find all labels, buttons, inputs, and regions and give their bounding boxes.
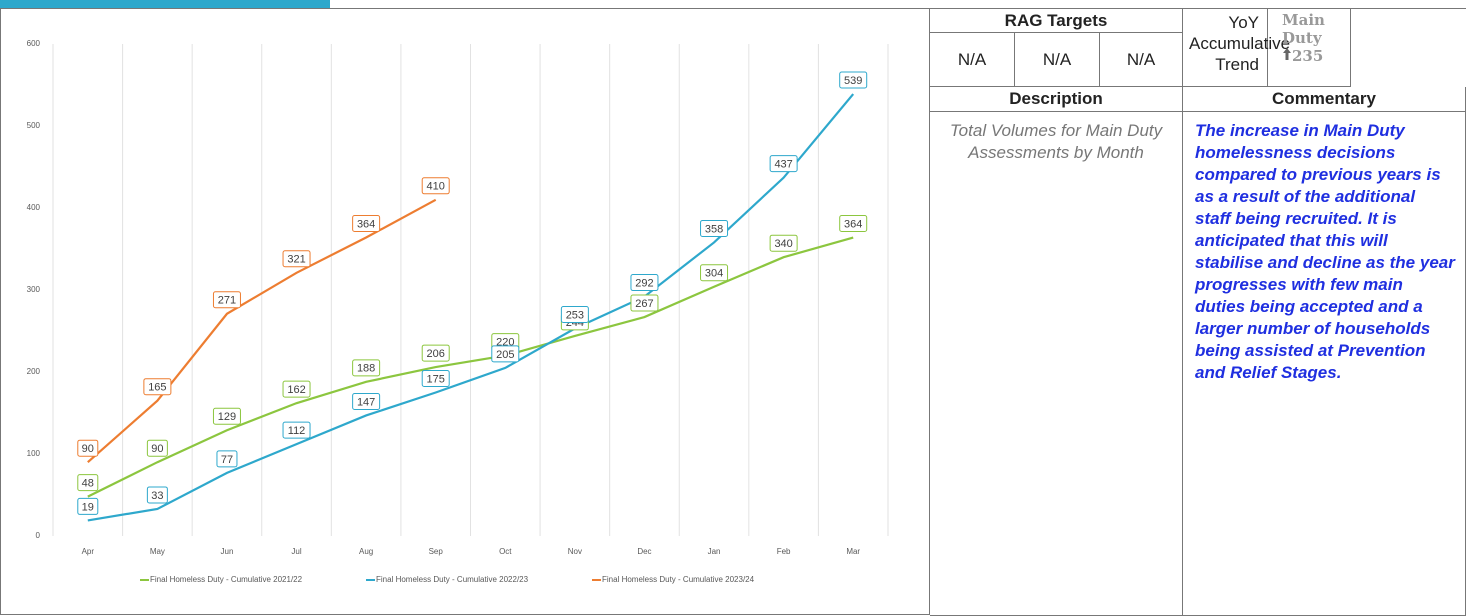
data-label: 304 bbox=[705, 268, 723, 280]
commentary-title: Commentary bbox=[1183, 87, 1466, 112]
data-label: 539 bbox=[844, 75, 862, 87]
rag-value: N/A bbox=[1100, 33, 1183, 87]
data-label-box bbox=[491, 345, 520, 363]
data-label: 165 bbox=[148, 382, 166, 394]
y-tick-label: 200 bbox=[27, 367, 41, 376]
x-tick-label: Oct bbox=[499, 547, 512, 556]
rag-title: RAG Targets bbox=[930, 9, 1183, 33]
data-label-box bbox=[282, 380, 311, 398]
data-label-box bbox=[352, 359, 381, 377]
data-label-box bbox=[560, 306, 589, 324]
data-label-box bbox=[700, 219, 729, 237]
data-label-box bbox=[352, 215, 381, 233]
data-label: 267 bbox=[635, 298, 653, 310]
data-label-box bbox=[77, 439, 99, 457]
trend-cell: Main Duty 235 bbox=[1268, 9, 1351, 87]
data-label: 205 bbox=[496, 349, 514, 361]
data-label-box bbox=[146, 439, 168, 457]
data-label: 188 bbox=[357, 363, 375, 375]
data-label: 162 bbox=[287, 384, 305, 396]
y-tick-label: 500 bbox=[27, 121, 41, 130]
data-label: 19 bbox=[82, 501, 94, 513]
legend-label: Final Homeless Duty - Cumulative 2022/23 bbox=[376, 575, 529, 584]
data-label-box bbox=[421, 344, 450, 362]
legend-label: Final Homeless Duty - Cumulative 2023/24 bbox=[602, 575, 755, 584]
data-label-box bbox=[421, 370, 450, 387]
data-label-box bbox=[282, 250, 311, 268]
data-label: 90 bbox=[82, 443, 94, 455]
up-arrow bbox=[1283, 48, 1291, 60]
data-label: 175 bbox=[427, 373, 445, 385]
data-label: 33 bbox=[151, 490, 163, 502]
data-label-box bbox=[769, 234, 798, 252]
data-label-box bbox=[216, 450, 238, 468]
trend-measure: Main Duty bbox=[1282, 11, 1325, 47]
data-label: 364 bbox=[844, 218, 862, 230]
data-label-box bbox=[146, 486, 168, 504]
header-accent bbox=[0, 0, 330, 8]
data-label-box bbox=[421, 177, 450, 195]
x-tick-label: Apr bbox=[82, 547, 95, 556]
data-label: 112 bbox=[288, 425, 306, 437]
data-label: 271 bbox=[218, 295, 236, 307]
x-tick-label: May bbox=[150, 547, 165, 556]
data-label-box bbox=[839, 215, 868, 233]
trend-label: YoY Accumulative Trend bbox=[1183, 9, 1290, 87]
rag-value: N/A bbox=[930, 33, 1015, 87]
data-label-box bbox=[630, 294, 659, 312]
data-label: 321 bbox=[287, 254, 305, 266]
x-tick-label: Dec bbox=[637, 547, 651, 556]
x-tick-label: Jul bbox=[291, 547, 301, 556]
data-label-box bbox=[77, 474, 99, 492]
data-label: 292 bbox=[635, 277, 653, 289]
x-tick-label: Aug bbox=[359, 547, 373, 556]
data-label: 206 bbox=[427, 348, 445, 360]
data-label: 253 bbox=[566, 309, 584, 321]
data-label-box bbox=[212, 407, 241, 425]
data-label: 48 bbox=[82, 478, 94, 490]
description-title: Description bbox=[930, 87, 1183, 112]
trend-value: 235 bbox=[1292, 47, 1324, 65]
data-label-box bbox=[352, 392, 381, 410]
data-label: 410 bbox=[427, 181, 445, 193]
y-tick-label: 100 bbox=[27, 449, 41, 458]
rag-value: N/A bbox=[1015, 33, 1100, 87]
data-label: 358 bbox=[705, 223, 723, 235]
description-text: Total Volumes for Main Duty Assessments … bbox=[930, 112, 1183, 616]
data-label: 77 bbox=[221, 454, 233, 466]
y-tick-label: 0 bbox=[36, 531, 41, 540]
data-label-box bbox=[839, 71, 868, 89]
data-label-box bbox=[630, 274, 659, 292]
data-label-box bbox=[769, 155, 798, 173]
y-tick-label: 400 bbox=[27, 203, 41, 212]
x-tick-label: Mar bbox=[846, 547, 860, 556]
x-tick-label: Jun bbox=[221, 547, 234, 556]
legend-label: Final Homeless Duty - Cumulative 2021/22 bbox=[150, 575, 303, 584]
series-line bbox=[87, 236, 854, 498]
x-tick-label: Sep bbox=[429, 547, 444, 556]
x-tick-label: Feb bbox=[777, 547, 791, 556]
data-label-box bbox=[77, 497, 99, 515]
data-label-box bbox=[700, 264, 729, 282]
data-label-box bbox=[282, 421, 311, 439]
chart-frame bbox=[0, 8, 930, 615]
y-tick-label: 600 bbox=[27, 39, 41, 48]
chart: 0 100 200 300 400 500 600 Apr May Jun Jul Aug Sep Oct… bbox=[0, 8, 930, 615]
data-label-box bbox=[212, 291, 241, 309]
data-label: 437 bbox=[774, 159, 792, 171]
data-label-box bbox=[143, 378, 172, 396]
data-label: 147 bbox=[357, 396, 375, 408]
data-label: 90 bbox=[151, 443, 163, 455]
panel: RAG Targets N/A N/A N/A YoY Accumulative… bbox=[930, 8, 1466, 616]
data-label: 364 bbox=[357, 218, 375, 230]
data-label: 129 bbox=[218, 411, 236, 423]
x-tick-label: Jan bbox=[708, 547, 721, 556]
x-tick-label: Nov bbox=[568, 547, 582, 556]
y-tick-label: 300 bbox=[27, 285, 41, 294]
data-label: 340 bbox=[774, 238, 792, 250]
commentary-text: The increase in Main Duty homelessness d… bbox=[1183, 112, 1466, 616]
